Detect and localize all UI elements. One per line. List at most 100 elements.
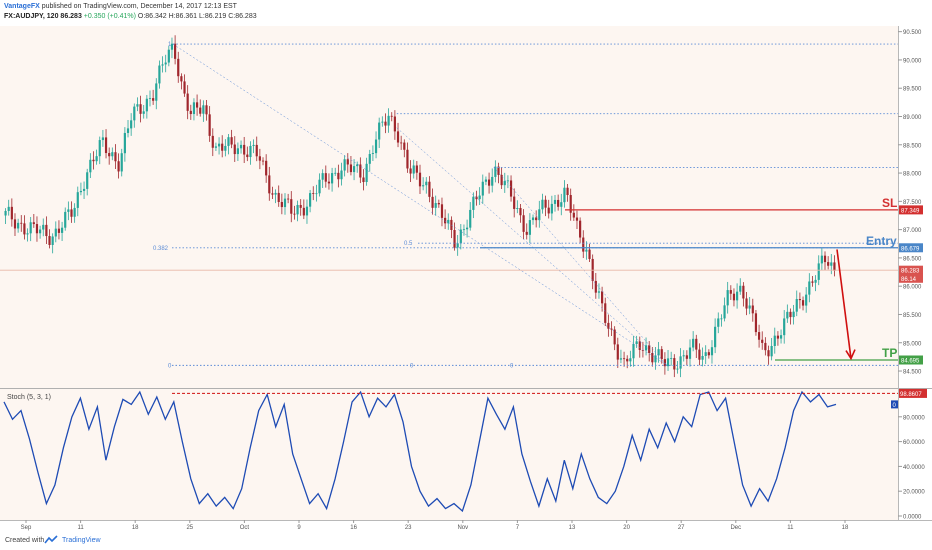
candle-body xyxy=(616,344,619,360)
price-tag-text: 87.349 xyxy=(901,208,920,214)
candle-body xyxy=(754,313,758,333)
price-tick-label: 88.000 xyxy=(903,172,922,178)
candle-body xyxy=(409,168,412,174)
candle-body xyxy=(786,311,789,319)
candle-body xyxy=(682,355,685,357)
candle-body xyxy=(459,229,462,244)
candle-body xyxy=(120,153,123,172)
candle-body xyxy=(481,181,484,196)
symbol-line: FX:AUDJPY, 120 86.283 +0.350 (+0.41%) O:… xyxy=(4,12,904,22)
candle-body xyxy=(569,195,572,213)
candle-body xyxy=(362,177,365,183)
candle-body xyxy=(406,149,409,169)
fib-ratio-label: 0.382 xyxy=(153,246,169,252)
candle-body xyxy=(255,144,258,157)
price-tick-label: 88.500 xyxy=(903,143,922,149)
candle-body xyxy=(64,211,67,228)
candle-body xyxy=(827,262,830,266)
candle-body xyxy=(795,299,798,312)
candle-body xyxy=(779,335,783,339)
candle-body xyxy=(393,116,396,132)
stoch-legend[interactable]: Stoch (5, 3, 1) xyxy=(7,394,51,401)
candle-body xyxy=(108,153,111,157)
candle-body xyxy=(189,110,192,115)
tradingview-link[interactable]: TradingView xyxy=(62,537,101,544)
candle-body xyxy=(202,105,205,114)
publisher-name[interactable]: VantageFX xyxy=(4,3,40,10)
candle-body xyxy=(302,207,305,216)
time-tick-label: Nov xyxy=(457,525,468,531)
candle-body xyxy=(736,291,739,301)
candle-body xyxy=(334,172,337,174)
price-tick-label: 85.500 xyxy=(903,313,922,319)
candle-body xyxy=(67,209,70,212)
candle-body xyxy=(183,81,186,94)
candle-body xyxy=(519,207,522,216)
tradingview-logo-icon[interactable] xyxy=(44,535,59,545)
candle-body xyxy=(230,137,233,145)
candle-body xyxy=(710,347,714,356)
axes: 90.50090.00089.50089.00088.50088.00087.5… xyxy=(21,30,926,531)
price-tick-label: 89.500 xyxy=(903,87,922,93)
candle-body xyxy=(767,350,770,357)
candle-body xyxy=(283,198,287,208)
price-tick-label: 90.000 xyxy=(903,58,922,64)
candle-body xyxy=(704,352,707,357)
candle-body xyxy=(531,217,535,221)
candle-body xyxy=(444,217,447,224)
candle-body xyxy=(739,285,742,292)
candle-body xyxy=(783,318,786,336)
candle-body xyxy=(155,83,158,101)
price-tag-text: 86.283 xyxy=(901,269,920,275)
candle-body xyxy=(246,154,249,158)
candle-body xyxy=(324,173,327,182)
price-tick-label: 89.000 xyxy=(903,115,922,121)
candle-body xyxy=(638,341,641,350)
candle-body xyxy=(503,181,506,186)
candle-body xyxy=(751,305,754,314)
candle-body xyxy=(211,135,214,148)
candle-body xyxy=(447,219,450,224)
candle-body xyxy=(563,187,566,203)
candle-body xyxy=(352,166,356,173)
candle-body xyxy=(23,223,26,235)
candle-body xyxy=(89,159,92,173)
candle-body xyxy=(123,132,126,154)
candle-body xyxy=(79,190,83,193)
candle-body xyxy=(57,228,61,233)
candle-body xyxy=(579,220,582,238)
candle-body xyxy=(82,188,86,191)
candle-body xyxy=(92,159,95,162)
candle-body xyxy=(550,203,553,214)
candle-body xyxy=(538,209,541,221)
candle-body xyxy=(726,290,729,306)
candle-body xyxy=(359,164,362,178)
candle-body xyxy=(472,196,475,210)
time-tick-label: Sep xyxy=(21,525,32,531)
candle-body xyxy=(830,262,833,266)
candle-body xyxy=(685,355,688,359)
candle-body xyxy=(356,164,359,167)
candle-body xyxy=(648,345,651,353)
candle-body xyxy=(695,338,698,350)
price-tick-label: 85.000 xyxy=(903,341,922,347)
price-tag-text: 86.679 xyxy=(901,246,920,252)
candle-body xyxy=(29,222,32,234)
candle-body xyxy=(600,291,604,304)
candle-body xyxy=(535,217,538,221)
candle-body xyxy=(663,359,666,367)
candle-body xyxy=(221,143,224,151)
candle-body xyxy=(547,207,550,214)
candle-body xyxy=(494,166,497,177)
candle-body xyxy=(500,174,503,186)
candle-body xyxy=(104,137,108,154)
candle-body xyxy=(723,305,726,319)
candle-body xyxy=(431,196,434,208)
candle-body xyxy=(597,291,601,293)
candle-body xyxy=(45,224,48,237)
fib-ratio-label: 0.5 xyxy=(404,241,413,247)
candle-body xyxy=(566,187,569,196)
candle-body xyxy=(330,173,334,184)
candle-body xyxy=(714,326,717,348)
